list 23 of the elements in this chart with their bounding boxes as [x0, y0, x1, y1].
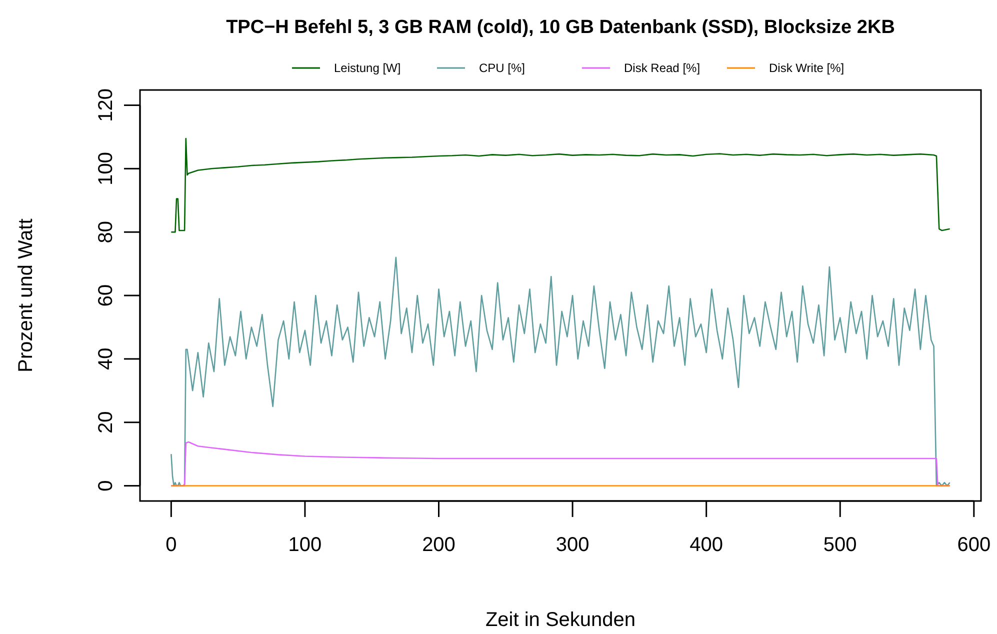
- x-tick-label: 200: [422, 534, 456, 556]
- y-tick-label: 40: [95, 348, 117, 370]
- x-tick-label: 300: [556, 534, 590, 556]
- x-tick-label: 400: [690, 534, 724, 556]
- y-tick-label: 100: [95, 152, 117, 186]
- y-tick-label: 120: [95, 88, 117, 122]
- y-tick-label: 0: [95, 480, 117, 492]
- x-tick-label: 500: [823, 534, 857, 556]
- legend-label: CPU [%]: [479, 61, 526, 75]
- y-tick-label: 60: [95, 284, 117, 307]
- y-axis-title: Prozent und Watt: [15, 218, 37, 372]
- legend-label: Disk Read [%]: [624, 61, 700, 75]
- x-axis-title: Zeit in Sekunden: [485, 609, 636, 631]
- line-series: [170, 138, 950, 233]
- chart-title: TPC−H Befehl 5, 3 GB RAM (cold), 10 GB Datenbank (SSD), Blocksize 2KB: [226, 17, 895, 38]
- legend-label: Disk Write [%]: [769, 61, 844, 75]
- y-tick-label: 80: [95, 220, 117, 244]
- x-tick-label: 100: [288, 534, 322, 556]
- x-tick-label: 600: [957, 534, 991, 556]
- x-tick-label: 0: [166, 534, 177, 556]
- legend-label: Leistung [W]: [334, 61, 401, 75]
- y-tick-label: 20: [95, 411, 117, 434]
- line-series: [170, 256, 950, 486]
